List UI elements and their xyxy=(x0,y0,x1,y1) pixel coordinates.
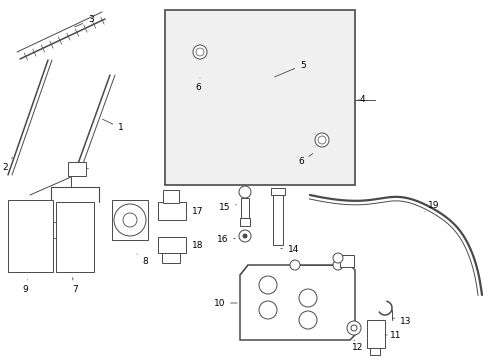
Circle shape xyxy=(259,276,276,294)
Bar xyxy=(272,193,283,245)
Bar xyxy=(164,10,354,185)
Circle shape xyxy=(332,253,342,263)
Text: 12: 12 xyxy=(351,340,363,352)
Bar xyxy=(162,253,180,263)
Circle shape xyxy=(123,213,137,227)
Text: 18: 18 xyxy=(185,242,203,251)
Bar xyxy=(270,188,285,195)
Circle shape xyxy=(314,133,328,147)
Bar xyxy=(163,190,179,203)
Bar xyxy=(240,218,249,226)
Bar xyxy=(56,202,94,272)
Polygon shape xyxy=(240,265,354,340)
Circle shape xyxy=(193,45,206,59)
Bar xyxy=(8,200,53,272)
Bar xyxy=(158,237,185,253)
Circle shape xyxy=(196,48,203,56)
Text: 3: 3 xyxy=(74,15,94,27)
Bar xyxy=(112,200,148,240)
Text: 14: 14 xyxy=(280,246,299,255)
Bar xyxy=(241,198,248,218)
Bar xyxy=(369,348,379,355)
Text: 8: 8 xyxy=(137,254,147,266)
Text: 17: 17 xyxy=(185,207,203,216)
Text: 4: 4 xyxy=(357,95,365,104)
Text: 1: 1 xyxy=(102,119,123,132)
Circle shape xyxy=(298,311,316,329)
Circle shape xyxy=(350,325,356,331)
Text: 11: 11 xyxy=(384,330,401,339)
Text: 13: 13 xyxy=(392,318,411,327)
Text: 6: 6 xyxy=(297,154,312,166)
Text: 16: 16 xyxy=(216,235,235,244)
Text: 5: 5 xyxy=(274,60,305,77)
Circle shape xyxy=(259,301,276,319)
Text: 19: 19 xyxy=(424,201,439,212)
Circle shape xyxy=(289,260,299,270)
Text: 9: 9 xyxy=(22,280,28,294)
Circle shape xyxy=(332,260,342,270)
Circle shape xyxy=(239,230,250,242)
Text: 15: 15 xyxy=(218,203,236,212)
Text: 2: 2 xyxy=(2,157,12,172)
Bar xyxy=(339,255,353,267)
Circle shape xyxy=(317,136,325,144)
Circle shape xyxy=(239,186,250,198)
Circle shape xyxy=(243,234,246,238)
Text: 10: 10 xyxy=(213,298,237,307)
Bar xyxy=(366,320,384,348)
Text: 6: 6 xyxy=(195,78,201,93)
Bar xyxy=(158,202,185,220)
Bar xyxy=(68,162,86,176)
Circle shape xyxy=(114,204,146,236)
Circle shape xyxy=(298,289,316,307)
Text: 7: 7 xyxy=(72,278,78,294)
Circle shape xyxy=(346,321,360,335)
